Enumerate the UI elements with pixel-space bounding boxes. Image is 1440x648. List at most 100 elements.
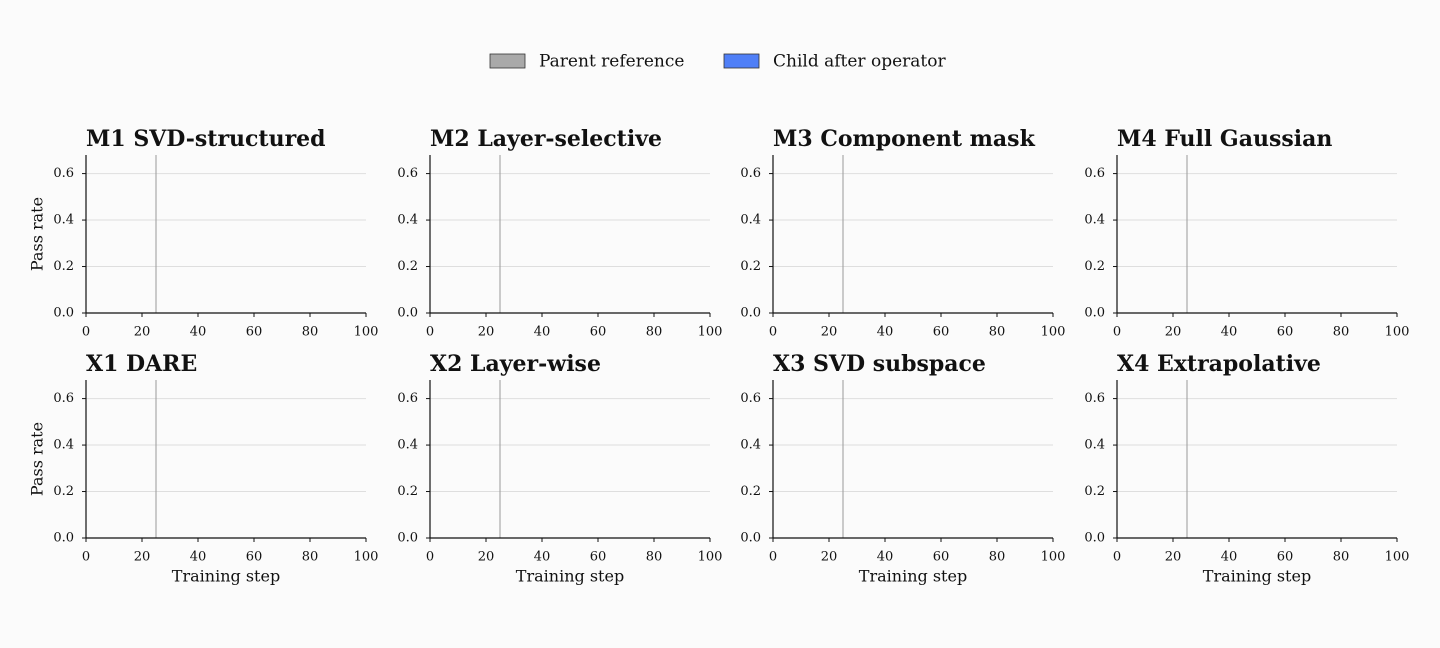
x-tick-label: 100 (1041, 325, 1066, 340)
y-tick-label: 0.4 (1084, 438, 1105, 453)
y-tick-label: 0.4 (1084, 213, 1105, 228)
y-tick-label: 0.4 (740, 213, 761, 228)
x-tick-label: 60 (1277, 550, 1294, 565)
x-tick-label: 80 (302, 550, 319, 565)
y-tick-label: 0.0 (397, 531, 418, 546)
y-tick-label: 0.6 (53, 166, 74, 181)
x-tick-label: 40 (1221, 325, 1238, 340)
y-tick-label: 0.2 (397, 484, 418, 499)
subplot-title: X1 DARE (86, 351, 197, 377)
x-tick-label: 0 (426, 325, 434, 340)
x-tick-label: 80 (1333, 550, 1350, 565)
y-tick-label: 0.4 (397, 213, 418, 228)
x-tick-label: 20 (134, 550, 151, 565)
x-tick-label: 40 (190, 325, 207, 340)
y-tick-label: 0.2 (397, 259, 418, 274)
x-tick-label: 20 (1165, 325, 1182, 340)
x-tick-label: 100 (1385, 325, 1410, 340)
x-tick-label: 60 (590, 325, 607, 340)
y-tick-label: 0.4 (53, 438, 74, 453)
x-tick-label: 0 (1113, 550, 1121, 565)
y-axis-label: Pass rate (28, 422, 47, 496)
subplot-title: M3 Component mask (773, 126, 1036, 152)
x-tick-label: 40 (534, 325, 551, 340)
subplot-title: X4 Extrapolative (1117, 351, 1321, 377)
y-tick-label: 0.6 (397, 166, 418, 181)
y-tick-label: 0.0 (53, 306, 74, 321)
x-tick-label: 20 (478, 325, 495, 340)
x-tick-label: 20 (821, 550, 838, 565)
x-tick-label: 60 (246, 550, 263, 565)
x-tick-label: 40 (190, 550, 207, 565)
y-tick-label: 0.4 (740, 438, 761, 453)
x-tick-label: 80 (989, 550, 1006, 565)
y-tick-label: 0.0 (1084, 306, 1105, 321)
x-tick-label: 40 (1221, 550, 1238, 565)
subplot-title: M2 Layer-selective (430, 126, 662, 152)
y-tick-label: 0.0 (740, 531, 761, 546)
x-tick-label: 80 (989, 325, 1006, 340)
x-tick-label: 0 (1113, 325, 1121, 340)
x-tick-label: 60 (933, 325, 950, 340)
y-tick-label: 0.2 (53, 484, 74, 499)
legend-swatch (723, 53, 760, 69)
y-tick-label: 0.6 (397, 391, 418, 406)
subplot-title: M1 SVD-structured (86, 126, 326, 152)
x-tick-label: 100 (1041, 550, 1066, 565)
y-tick-label: 0.6 (1084, 166, 1105, 181)
x-tick-label: 60 (1277, 325, 1294, 340)
y-tick-label: 0.0 (53, 531, 74, 546)
legend-label: Parent reference (539, 52, 684, 72)
x-axis-label: Training step (516, 567, 624, 586)
x-tick-label: 20 (1165, 550, 1182, 565)
x-tick-label: 40 (877, 325, 894, 340)
x-tick-label: 60 (246, 325, 263, 340)
x-tick-label: 0 (426, 550, 434, 565)
x-tick-label: 80 (646, 550, 663, 565)
x-tick-label: 40 (534, 550, 551, 565)
x-tick-label: 40 (877, 550, 894, 565)
x-tick-label: 100 (1385, 550, 1410, 565)
x-tick-label: 100 (698, 325, 723, 340)
subplot-title: M4 Full Gaussian (1117, 126, 1332, 152)
y-tick-label: 0.2 (1084, 259, 1105, 274)
y-tick-label: 0.4 (53, 213, 74, 228)
y-tick-label: 0.2 (740, 484, 761, 499)
y-tick-label: 0.0 (397, 306, 418, 321)
y-tick-label: 0.2 (1084, 484, 1105, 499)
y-tick-label: 0.6 (740, 166, 761, 181)
x-tick-label: 0 (769, 325, 777, 340)
subplot-title: X3 SVD subspace (773, 351, 986, 377)
x-tick-label: 0 (82, 550, 90, 565)
legend-label: Child after operator (773, 52, 946, 72)
x-tick-label: 20 (821, 325, 838, 340)
x-axis-label: Training step (172, 567, 280, 586)
y-tick-label: 0.2 (740, 259, 761, 274)
y-tick-label: 0.6 (53, 391, 74, 406)
y-tick-label: 0.6 (1084, 391, 1105, 406)
x-tick-label: 0 (769, 550, 777, 565)
x-tick-label: 80 (646, 325, 663, 340)
y-tick-label: 0.4 (397, 438, 418, 453)
x-tick-label: 0 (82, 325, 90, 340)
y-axis-label: Pass rate (28, 197, 47, 271)
y-tick-label: 0.6 (740, 391, 761, 406)
subplot-title: X2 Layer-wise (430, 351, 601, 377)
x-tick-label: 20 (478, 550, 495, 565)
y-tick-label: 0.0 (740, 306, 761, 321)
x-axis-label: Training step (859, 567, 967, 586)
x-tick-label: 80 (1333, 325, 1350, 340)
y-tick-label: 0.2 (53, 259, 74, 274)
y-tick-label: 0.0 (1084, 531, 1105, 546)
x-tick-label: 60 (933, 550, 950, 565)
x-tick-label: 100 (354, 550, 379, 565)
x-tick-label: 100 (354, 325, 379, 340)
x-axis-label: Training step (1203, 567, 1311, 586)
x-tick-label: 80 (302, 325, 319, 340)
legend-swatch (489, 53, 526, 69)
x-tick-label: 100 (698, 550, 723, 565)
x-tick-label: 60 (590, 550, 607, 565)
x-tick-label: 20 (134, 325, 151, 340)
